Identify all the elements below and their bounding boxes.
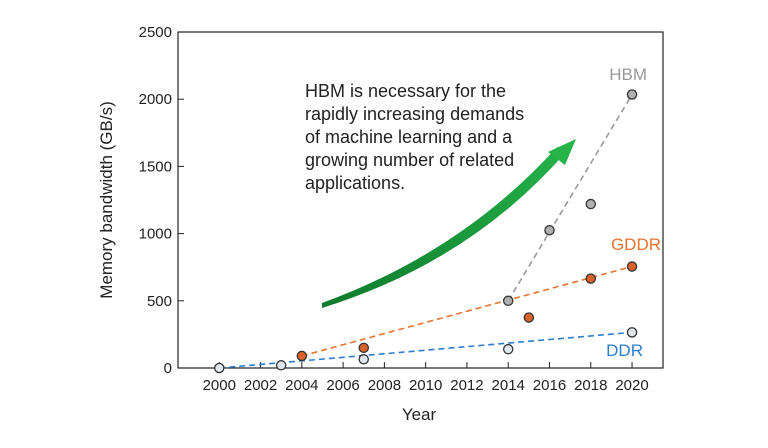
hbm-point — [626, 89, 638, 100]
series-labels: HBM GDDR DDR — [606, 65, 661, 360]
annotation-line: HBM is necessary for the — [305, 81, 506, 101]
hbm-point — [585, 198, 597, 210]
x-tick-label: 2012 — [450, 377, 483, 394]
hbm-point — [544, 224, 555, 236]
x-tick-label: 2010 — [409, 377, 442, 394]
ddr-series-label: DDR — [606, 341, 643, 360]
gddr-point — [296, 350, 308, 362]
x-tick-label: 2008 — [368, 377, 401, 394]
x-tick-label: 2000 — [203, 377, 236, 394]
gddr-trend-line — [301, 265, 633, 357]
gddr-point — [523, 312, 535, 323]
data-points — [214, 89, 638, 374]
ddr-point — [214, 362, 225, 374]
x-tick-label: 2004 — [285, 377, 318, 394]
x-tick-label: 2014 — [492, 377, 525, 394]
hbm-trend-line — [507, 94, 633, 302]
hbm-point — [502, 295, 514, 307]
y-tick-label: 500 — [147, 293, 172, 310]
trend-lines — [219, 94, 633, 369]
growth-arrow-icon — [322, 139, 576, 308]
x-tick-label: 2006 — [326, 377, 359, 394]
x-tick-label: 2018 — [574, 377, 607, 394]
gddr-point — [358, 342, 369, 354]
annotation-line: growing number of related — [305, 150, 514, 170]
x-tick-label: 2002 — [244, 377, 277, 394]
ddr-point — [358, 354, 369, 365]
gddr-series-label: GDDR — [611, 235, 661, 254]
plot-area — [177, 31, 664, 369]
annotation-line: applications. — [305, 173, 405, 193]
x-axis-label: Year — [402, 405, 437, 424]
annotation-line: rapidly increasing demands — [305, 104, 524, 124]
annotation-line: of machine learning and a — [305, 127, 513, 147]
hbm-series-label: HBM — [609, 65, 647, 84]
y-tick-label: 0 — [164, 360, 172, 377]
ddr-point — [502, 343, 514, 355]
hbm-annotation: HBM is necessary for the rapidly increas… — [305, 81, 524, 193]
gddr-point — [585, 273, 597, 284]
gddr-point — [626, 261, 638, 272]
y-axis: 0 500 1000 1500 2000 2500 — [139, 24, 184, 377]
y-tick-label: 2500 — [139, 24, 172, 41]
y-tick-label: 1000 — [139, 226, 172, 243]
x-axis: 2000 2002 2004 2006 2008 2010 2012 2014 2016 2018… — [203, 362, 649, 394]
ddr-point — [275, 360, 287, 371]
x-tick-label: 2020 — [615, 377, 648, 394]
x-tick-label: 2016 — [533, 377, 566, 394]
y-tick-label: 1500 — [139, 158, 172, 175]
y-axis-label: Memory bandwidth (GB/s) — [97, 101, 116, 298]
y-tick-label: 2000 — [139, 91, 172, 108]
ddr-trend-line — [219, 331, 633, 369]
ddr-point — [626, 327, 638, 338]
